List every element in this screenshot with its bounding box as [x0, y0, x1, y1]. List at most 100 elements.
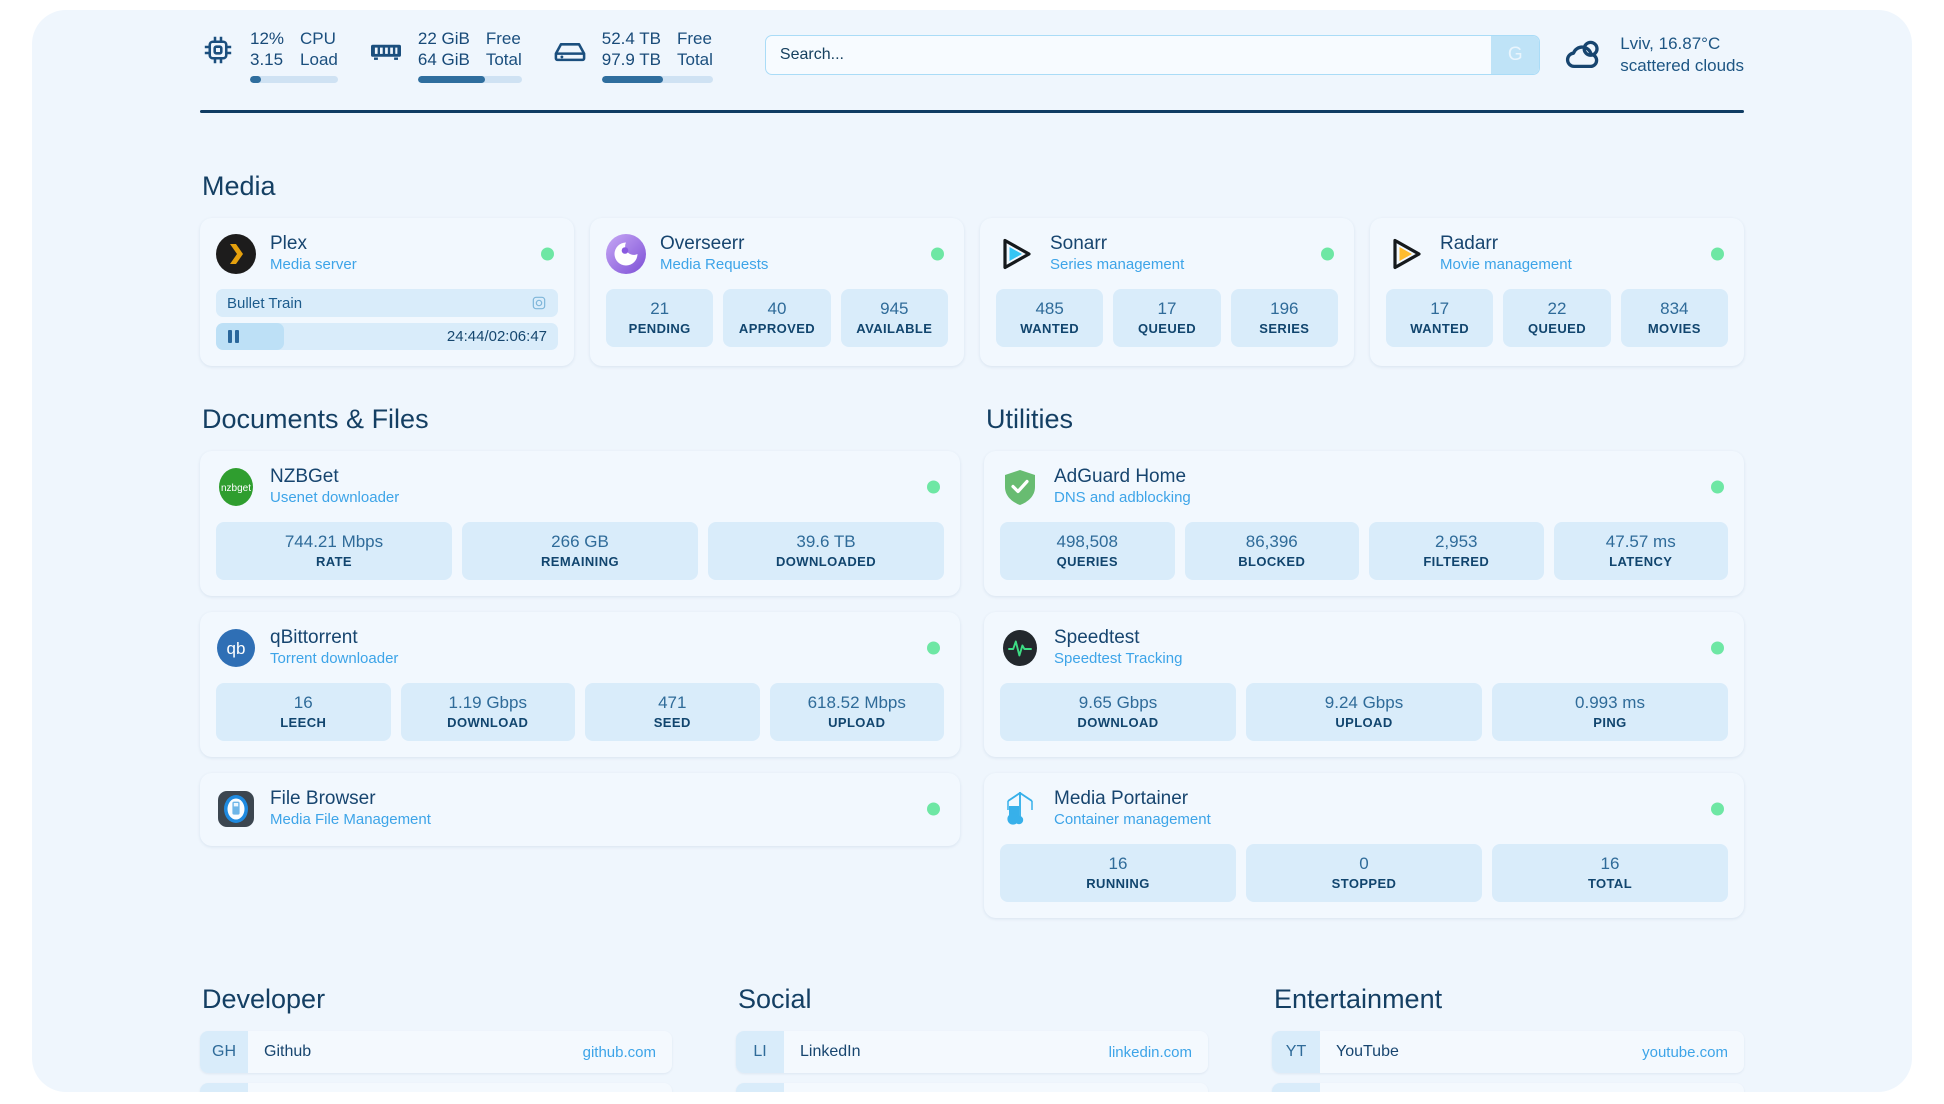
search-box[interactable]: G — [764, 35, 1541, 75]
stat-label: RATE — [315, 554, 353, 569]
qbittorrent-logo: qb — [216, 628, 256, 668]
media-section-title: Media — [202, 171, 276, 201]
stat-label: RUNNING — [1086, 876, 1150, 891]
documents-section-title: Documents & Files — [202, 404, 429, 434]
service-card-radarr[interactable]: Radarr Movie management 17 WANTED 22 QUE… — [1370, 218, 1744, 366]
stat-tile: 9.24 Gbps UPLOAD — [1246, 683, 1482, 741]
stat-tile: 17 WANTED — [1386, 289, 1494, 347]
overseerr-subtitle: Media Requests — [660, 256, 769, 273]
header-bar: 12% 3.15 CPU Load — [32, 10, 1912, 100]
plex-logo — [216, 233, 256, 274]
stat-value: 0 — [1359, 854, 1369, 873]
adguard-subtitle: DNS and adblocking — [1054, 489, 1191, 506]
service-card-adguard[interactable]: AdGuard Home DNS and adblocking 498,508 … — [984, 451, 1744, 596]
bookmark-url: stackoverflow.com — [533, 1083, 672, 1092]
bookmark-item[interactable]: SO StackOverflow stackoverflow.com — [200, 1083, 672, 1092]
stat-value: 471 — [658, 693, 687, 712]
stat-value: 47.57 ms — [1605, 532, 1676, 551]
plex-progress-bar[interactable]: 24:44/02:06:47 — [216, 323, 558, 350]
pause-icon[interactable] — [228, 330, 239, 343]
stat-tile: 21 PENDING — [606, 289, 714, 347]
qbittorrent-subtitle: Torrent downloader — [270, 650, 399, 667]
nzbget-logo: nzbget — [216, 467, 256, 507]
search-input[interactable] — [765, 36, 1492, 74]
stat-tile: 16 LEECH — [216, 683, 391, 741]
weather-widget: Lviv, 16.87°C scattered clouds — [1562, 33, 1744, 77]
nzbget-subtitle: Usenet downloader — [270, 489, 400, 506]
stat-value: 9.65 Gbps — [1078, 693, 1158, 712]
bookmark-url: youtube.com — [1642, 1043, 1728, 1061]
sonarr-subtitle: Series management — [1050, 256, 1185, 273]
bookmark-item[interactable]: YT YouTube youtube.com — [1272, 1031, 1744, 1073]
stat-label: FILTERED — [1423, 554, 1490, 569]
portainer-subtitle: Container management — [1054, 811, 1211, 828]
memory-meter — [417, 75, 522, 83]
media-section: Media Plex Media server — [32, 171, 1912, 366]
memory-label-primary: Free — [485, 28, 521, 48]
lower-columns: Documents & Files nzbget NZBGet Usenet d… — [32, 404, 1912, 918]
filebrowser-subtitle: Media File Management — [270, 811, 431, 828]
disk-label-primary: Free — [677, 28, 712, 48]
cloud-icon — [1562, 33, 1606, 77]
search-engine-button[interactable]: G — [1491, 36, 1540, 74]
service-card-speedtest[interactable]: Speedtest Speedtest Tracking 9.65 Gbps D… — [984, 612, 1744, 757]
bookmark-url: twitter.com — [1120, 1083, 1208, 1092]
stat-value: 40 — [767, 299, 787, 318]
stat-label: UPLOAD — [828, 715, 886, 730]
stat-value: 21 — [650, 299, 670, 318]
service-card-sonarr[interactable]: Sonarr Series management 485 WANTED 17 Q… — [980, 218, 1354, 366]
adguard-logo — [1000, 467, 1040, 507]
speedtest-logo — [1000, 628, 1040, 668]
service-card-file-browser[interactable]: File Browser Media File Management — [200, 773, 960, 846]
memory-icon — [368, 32, 404, 68]
stat-value: 1.19 Gbps — [448, 693, 527, 712]
stat-label: DOWNLOAD — [1077, 715, 1159, 730]
bookmark-group-developer: Developer GH Github github.com SO StackO… — [200, 984, 672, 1092]
utilities-section: Utilities AdGuard Home DNS and adblockin… — [984, 404, 1744, 918]
stat-tile: 834 MOVIES — [1620, 289, 1728, 347]
disk-icon — [552, 32, 588, 68]
plex-now-playing-title: Bullet Train — [227, 294, 303, 312]
bookmark-name: Github — [264, 1043, 312, 1060]
radarr-subtitle: Movie management — [1440, 256, 1572, 273]
stat-value: 744.21 Mbps — [284, 532, 384, 551]
bookmark-url: linkedin.com — [1108, 1043, 1192, 1061]
bookmark-abbr: GH — [200, 1031, 248, 1073]
filebrowser-logo — [216, 789, 256, 829]
service-card-overseerr[interactable]: Overseerr Media Requests 21 PENDING 40 A… — [590, 218, 964, 366]
stat-label: SEED — [653, 715, 691, 730]
stat-tile: 1.19 Gbps DOWNLOAD — [400, 683, 575, 741]
cast-icon[interactable] — [531, 295, 547, 311]
stat-value: 16 — [1108, 854, 1128, 873]
stat-label: DOWNLOADED — [775, 554, 877, 569]
stat-tile: 744.21 Mbps RATE — [216, 522, 452, 580]
bookmark-item[interactable]: GH Github github.com — [200, 1031, 672, 1073]
bookmark-name: LinkedIn — [800, 1043, 861, 1060]
bookmark-item[interactable]: NF Netflix netflix.com — [1272, 1083, 1744, 1092]
qbittorrent-status-dot — [927, 641, 940, 654]
utilities-section-title: Utilities — [986, 404, 1074, 434]
cpu-icon — [200, 32, 236, 68]
disk-value-primary: 52.4 TB — [601, 28, 661, 48]
service-card-plex[interactable]: Plex Media server Bullet Train — [200, 218, 574, 366]
stat-label: MOVIES — [1647, 321, 1701, 336]
bookmark-item[interactable]: LI LinkedIn linkedin.com — [736, 1031, 1208, 1073]
stat-value: 86,396 — [1245, 532, 1298, 551]
cpu-label-secondary: Load — [300, 49, 338, 69]
stat-label: STOPPED — [1331, 876, 1397, 891]
memory-value-secondary: 64 GiB — [417, 49, 470, 69]
bookmark-item[interactable]: TW Twitter twitter.com — [736, 1083, 1208, 1092]
service-card-media-portainer[interactable]: Media Portainer Container management 16 … — [984, 773, 1744, 918]
stat-label: APPROVED — [738, 321, 816, 336]
bookmark-abbr: TW — [736, 1083, 784, 1092]
service-card-qbittorrent[interactable]: qb qBittorrent Torrent downloader 16 LEE… — [200, 612, 960, 757]
service-card-nzbget[interactable]: nzbget NZBGet Usenet downloader 744.21 M… — [200, 451, 960, 596]
stat-value: 16 — [293, 693, 313, 712]
nzbget-title: NZBGet — [270, 466, 339, 487]
plex-elapsed: 24:44 — [446, 328, 485, 345]
stat-tile: 266 GB REMAINING — [462, 522, 698, 580]
stat-tile: 9.65 Gbps DOWNLOAD — [1000, 683, 1236, 741]
documents-section: Documents & Files nzbget NZBGet Usenet d… — [200, 404, 960, 918]
header-divider — [200, 110, 1744, 113]
stat-tile: 498,508 QUERIES — [1000, 522, 1175, 580]
